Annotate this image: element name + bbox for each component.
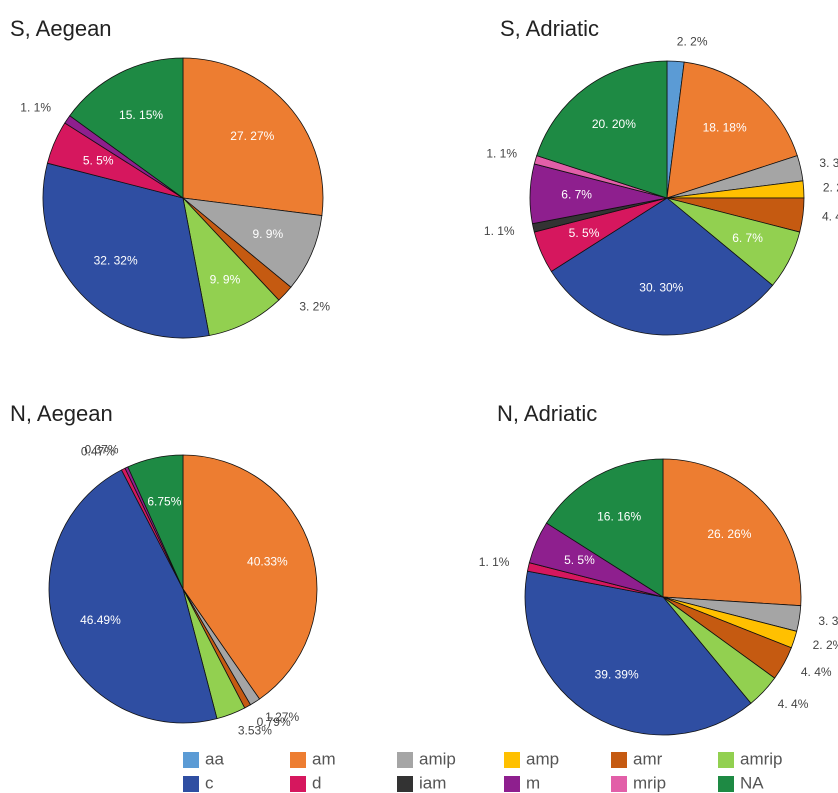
pie-slice [182,454,318,700]
data-label: 3.53% [238,724,272,738]
legend-label: amip [419,749,456,768]
data-label: 2. 2% [677,34,708,48]
legend-swatch [611,752,627,768]
legend-label: am [312,749,336,768]
data-label: 4. 4% [801,665,832,679]
legend-swatch [718,752,734,768]
data-label: 39. 39% [595,668,639,682]
legend-label: aa [205,749,224,768]
data-label: 0.37% [84,443,118,457]
legend-swatch [718,776,734,792]
pie-slice [48,469,218,724]
data-label: 5. 5% [564,553,595,567]
data-label: 0.79% [257,715,291,729]
data-label: 26. 26% [707,527,751,541]
data-label: 40.33% [247,555,288,569]
legend-swatch [504,752,520,768]
data-label: 16. 16% [597,509,641,523]
legend-label: m [526,773,540,792]
legend-swatch [290,776,306,792]
data-label: 1. 1% [479,555,510,569]
legend-swatch [397,752,413,768]
pie-title: N, Adriatic [497,401,597,426]
data-label: 20. 20% [592,117,636,131]
data-label: 3. 3% [818,614,838,628]
legend-swatch [504,776,520,792]
legend-label: amr [633,749,663,768]
pie-slice [69,57,184,199]
data-label: 27. 27% [230,129,274,143]
legend-swatch [611,776,627,792]
data-label: 0.47% [81,444,115,458]
pie-slice [545,458,664,598]
pie-slice [182,196,280,336]
pie-slice [536,60,668,199]
data-label: 30. 30% [639,280,683,294]
pie-slice [127,454,184,590]
pie-title: S, Aegean [10,16,112,41]
legend-label: NA [740,773,764,792]
data-label: 1. 1% [484,224,515,238]
data-label: 6. 7% [732,231,763,245]
pie-title: S, Adriatic [500,16,599,41]
legend-label: mrip [633,773,666,792]
legend-label: c [205,773,214,792]
pie-title: N, Aegean [10,401,113,426]
data-label: 3. 3% [819,156,838,170]
pie-slice [550,197,774,336]
data-label: 1. 1% [486,147,517,161]
data-label: 5. 5% [569,226,600,240]
legend-swatch [183,776,199,792]
pie-slice [666,61,798,199]
data-label: 15. 15% [119,108,163,122]
pie-slice [182,57,324,216]
data-label: 32. 32% [94,253,138,267]
pie-slice [181,197,323,288]
data-label: 6.75% [147,495,181,509]
data-label: 6. 7% [561,187,592,201]
data-label: 2. 2% [823,180,838,194]
legend-swatch [290,752,306,768]
data-label: 3. 2% [299,299,330,313]
data-label: 4. 4% [778,697,809,711]
data-label: 5. 5% [83,153,114,167]
data-label: 4. 4% [822,210,838,224]
legend-label: amp [526,749,559,768]
data-label: 1. 1% [20,100,51,114]
legend-swatch [183,752,199,768]
data-label: 18. 18% [703,121,747,135]
pie-slice [524,570,752,736]
legend-swatch [397,776,413,792]
pie-slice [662,458,802,607]
data-label: 46.49% [80,613,121,627]
legend-label: amrip [740,749,783,768]
data-label: 2. 2% [813,638,838,652]
data-label: 9. 9% [252,227,283,241]
data-label: 9. 9% [210,273,241,287]
legend-label: iam [419,773,446,792]
data-label: 1.27% [265,710,299,724]
pie-slice [42,162,210,339]
legend-label: d [312,773,321,792]
